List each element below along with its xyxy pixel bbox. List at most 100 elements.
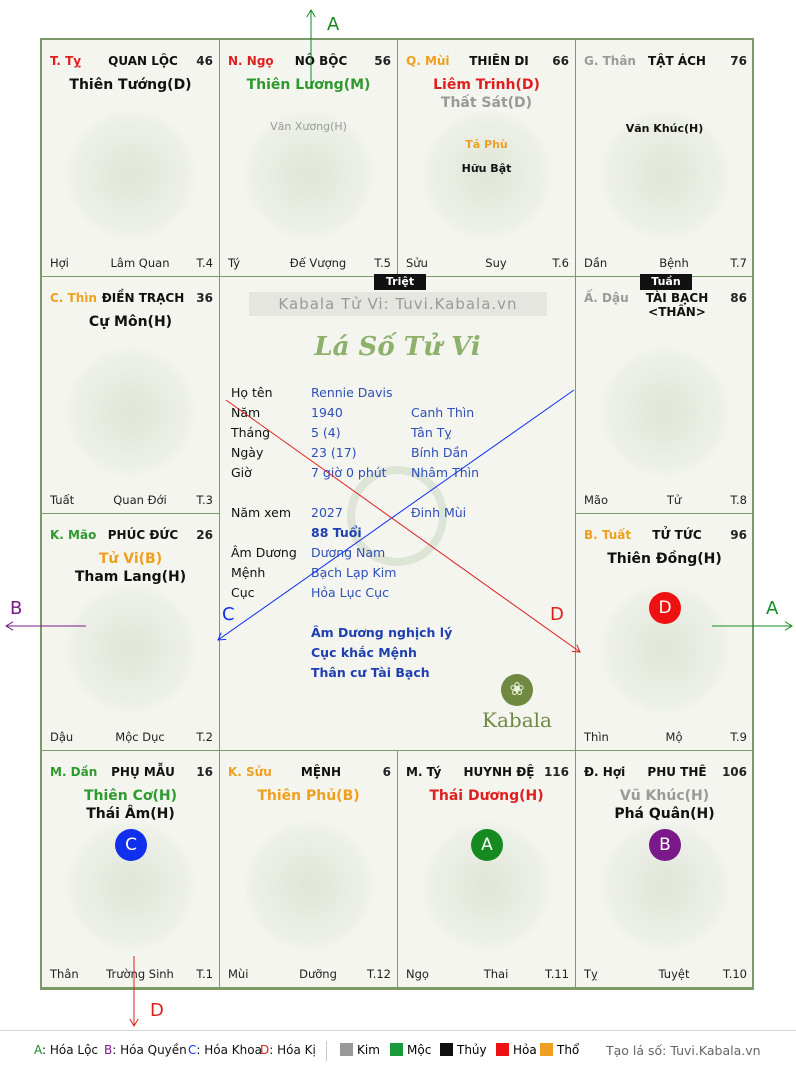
legend-hoa-key: D [260,1043,270,1057]
palace-header: M. Tý HUYNH ĐỆ 116 [398,765,575,781]
palace-header: C. Thìn ĐIỀN TRẠCH 36 [42,291,219,307]
palace-footer: Sửu Suy T.6 [398,256,575,270]
legend-swatch [440,1043,453,1056]
palace-cell[interactable]: T. Tỵ QUAN LỘC 46 Thiên Tướng(D) Hợi Lâm Quan… [41,39,220,277]
trang-sinh: Đế Vượng [289,256,347,270]
palace-header: Đ. Hợi PHU THÊ 106 [576,765,753,781]
palace-header: T. Tỵ QUAN LỘC 46 [42,54,219,70]
palace-footer: Dần Bệnh T.7 [576,256,753,270]
palace-number: 6 [382,765,391,779]
info-canchi: Tân Tỵ [411,425,452,440]
main-star: Tham Lang(H) [74,569,187,585]
palace-name: PHỤ MẪU [111,765,175,779]
palace-can: T. Tỵ [50,54,82,68]
zodiac-watermark [66,347,196,477]
chart-title: Lá Số Tử Vi [314,332,481,362]
luu-nien: Tý [228,256,241,270]
palace-name: HUYNH ĐỆ [463,765,535,779]
palace-can: N. Ngọ [228,54,274,68]
trang-sinh: Dưỡng [299,967,337,981]
arrow-top-label: A [327,14,340,35]
main-stars: Thái Dương(H) [398,787,575,805]
palace-number: 46 [196,54,213,68]
legend-swatch [340,1043,353,1056]
zodiac-watermark [244,821,374,951]
info-canchi: Canh Thìn [411,405,475,420]
legend-bar: A: Hóa Lộc B: Hóa Quyền C: Hóa Khoa D: Hóa … [0,1030,796,1071]
palace-name: MỆNH [300,765,342,779]
triet-tag: Triệt [374,274,426,290]
legend-hoa-text: A: Hóa Lộc [34,1043,98,1057]
han-label: T.8 [730,493,747,507]
trang-sinh: Quan Đới [113,493,167,507]
zodiac-watermark [422,110,552,240]
trang-sinh: Tuyệt [658,967,690,981]
palace-cell[interactable]: B. Tuất TỬ TỨC 96 Thiên Đồng(H) D Thìn Mộ T.9 [575,513,754,751]
info-value: Dương Nam [311,545,386,560]
main-star: Thái Dương(H) [429,788,544,804]
info-canchi: Đinh Mùi [411,505,467,520]
palace-header: M. Dần PHỤ MẪU 16 [42,765,219,781]
arrow-right-label: A [766,598,779,619]
legend-swatch [540,1043,553,1056]
palace-name: TÀI BẠCH <THÂN> [645,291,709,319]
palace-cell[interactable]: K. Mão PHÚC ĐỨC 26 Tử Vi(B) Tham Lang(H) Dậu M… [41,513,220,751]
legend-hoa: C: Hóa Khoa [188,1043,262,1057]
palace-cell[interactable]: C. Thìn ĐIỀN TRẠCH 36 Cự Môn(H) Tuất Quan Đới… [41,276,220,514]
info-value: 23 (17) [311,445,357,460]
legend-credit: Tạo lá số: Tuvi.Kabala.vn [606,1043,761,1058]
legend-hoa-key: B [104,1043,113,1057]
palace-name: QUAN LỘC [108,54,178,68]
palace-header: K. Mão PHÚC ĐỨC 26 [42,528,219,544]
palace-can: M. Dần [50,765,98,779]
luu-nien: Hợi [50,256,69,270]
palace-can: Q. Mùi [406,54,450,68]
luu-nien: Thìn [584,730,609,744]
hoa-badge: C [115,829,147,861]
palace-header: Ấ. Dậu TÀI BẠCH <THÂN> 86 [576,291,753,319]
palace-cell[interactable]: Đ. Hợi PHU THÊ 106 Vũ Khúc(H) Phá Quân(H) B Tỵ… [575,750,754,988]
info-value: 2027 [311,505,343,520]
palace-header: N. Ngọ NÔ BỘC 56 [220,54,397,70]
trang-sinh: Tử [666,493,682,507]
palace-number: 36 [196,291,213,305]
legend-element: Hỏa [496,1043,537,1057]
minor-star: Tả Phù [465,138,508,151]
trang-sinh: Mộc Dục [115,730,165,744]
palace-can: B. Tuất [584,528,632,542]
palace-name: ĐIỀN TRẠCH [101,291,185,305]
main-star: Phá Quân(H) [614,806,715,822]
palace-footer: Hợi Lâm Quan T.4 [42,256,219,270]
legend-hoa: B: Hóa Quyền [104,1043,187,1057]
luu-nien: Ngọ [406,967,429,981]
legend-hoa-name: : Hóa Quyền [112,1043,187,1057]
trang-sinh: Bệnh [659,256,689,270]
palace-cell[interactable]: G. Thân TẬT ÁCH 76 Văn Khúc(H) Dần Bệnh T.7 [575,39,754,277]
main-star: Thiên Phủ(B) [257,788,360,804]
legend-swatch [496,1043,509,1056]
palace-cell[interactable]: N. Ngọ NÔ BỘC 56 Thiên Lương(M) Văn Xương(H)… [219,39,398,277]
palace-cell[interactable]: K. Sửu MỆNH 6 Thiên Phủ(B) Mùi Dưỡng T.12 [219,750,398,988]
legend-hoa-text: D: Hóa Kị [260,1043,316,1057]
palace-cell[interactable]: Ấ. Dậu TÀI BẠCH <THÂN> 86 Mão Tử T.8 [575,276,754,514]
arrow-top-head [306,9,316,18]
palace-footer: Thân Trường Sinh T.1 [42,967,219,981]
han-label: T.5 [374,256,391,270]
legend-element-label: Thủy [457,1043,487,1057]
main-star: Cự Môn(H) [88,314,173,330]
legend-hoa-text: C: Hóa Khoa [188,1043,262,1057]
palace-cell[interactable]: M. Dần PHỤ MẪU 16 Thiên Cơ(H) Thái Âm(H) C Thâ… [41,750,220,988]
minor-star: Văn Khúc(H) [625,122,704,135]
kabala-wordmark: Kabala [482,708,552,732]
palace-cell[interactable]: Q. Mùi THIÊN DI 66 Liêm Trinh(D) Thất Sát(D)… [397,39,576,277]
main-stars: Liêm Trinh(D) Thất Sát(D) [398,76,575,112]
palace-cell[interactable]: M. Tý HUYNH ĐỆ 116 Thái Dương(H) A Ngọ Thai T.1… [397,750,576,988]
palace-footer: Ngọ Thai T.11 [398,967,575,981]
palace-number: 66 [552,54,569,68]
han-label: T.6 [552,256,569,270]
info-label: Năm xem [231,505,292,520]
trang-sinh: Mộ [665,730,683,744]
palace-number: 116 [543,765,569,779]
arrow-right-head [784,621,793,631]
legend-hoa-name: : Hóa Lộc [42,1043,99,1057]
